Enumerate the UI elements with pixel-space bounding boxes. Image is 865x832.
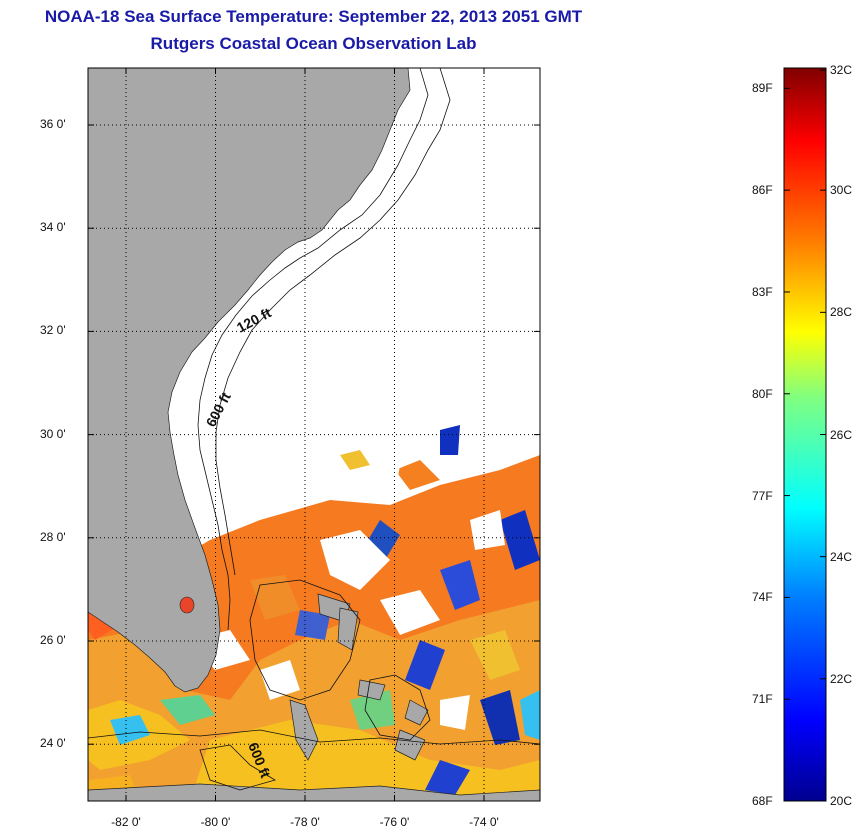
map-grid [88, 68, 540, 801]
lat-tick-label: 32 0' [40, 323, 66, 338]
colorbar-label-c: 32C [830, 63, 853, 77]
lake-okeechobee [179, 596, 195, 614]
colorbar-label-f: 86F [752, 183, 773, 198]
colorbar-ticks [784, 69, 826, 802]
colorbar-label-f: 74F [752, 590, 773, 605]
colorbar-label-c: 28C [830, 305, 853, 320]
colorbar-label-c: 30C [830, 183, 853, 198]
lon-tick-label: -82 0' [111, 815, 141, 829]
colorbar-label-c: 26C [830, 427, 853, 442]
colorbar-label-f: 80F [752, 386, 773, 401]
lat-tick-label: 34 0' [40, 220, 66, 235]
colorbar-label-f: 89F [752, 81, 773, 96]
page-subtitle: Rutgers Coastal Ocean Observation Lab [150, 34, 477, 53]
lon-tick-label: -80 0' [200, 815, 231, 829]
lon-tick-label: -78 0' [290, 815, 320, 829]
cloud-gaps [190, 465, 505, 730]
colorbar-label-f: 77F [752, 488, 773, 503]
lat-tick-label: 28 0' [40, 529, 66, 544]
lat-tick-label: 24 0' [40, 736, 66, 751]
colorbar-label-c: 20C [830, 794, 853, 808]
colorbar-label-f: 71F [752, 692, 773, 707]
sst-data-layer [88, 425, 540, 801]
colorbar [783, 67, 827, 802]
axis-ticks [88, 68, 540, 801]
lat-tick-label: 30 0' [40, 426, 66, 441]
land-mass [88, 68, 411, 693]
lat-tick-label: 26 0' [40, 633, 66, 647]
colorbar-label-c: 22C [830, 671, 853, 686]
lon-tick-label: -74 0' [469, 815, 499, 829]
page-title: NOAA-18 Sea Surface Temperature: Septemb… [44, 7, 583, 26]
lat-tick-label: 36 0' [40, 117, 66, 131]
colorbar-label-f: 83F [752, 284, 773, 299]
colorbar-label-c: 24C [830, 549, 853, 564]
colorbar-label-f: 68F [752, 794, 773, 808]
bahamas-islands [289, 593, 429, 761]
cuba-coast [88, 783, 540, 801]
lon-tick-label: -76 0' [379, 815, 410, 829]
